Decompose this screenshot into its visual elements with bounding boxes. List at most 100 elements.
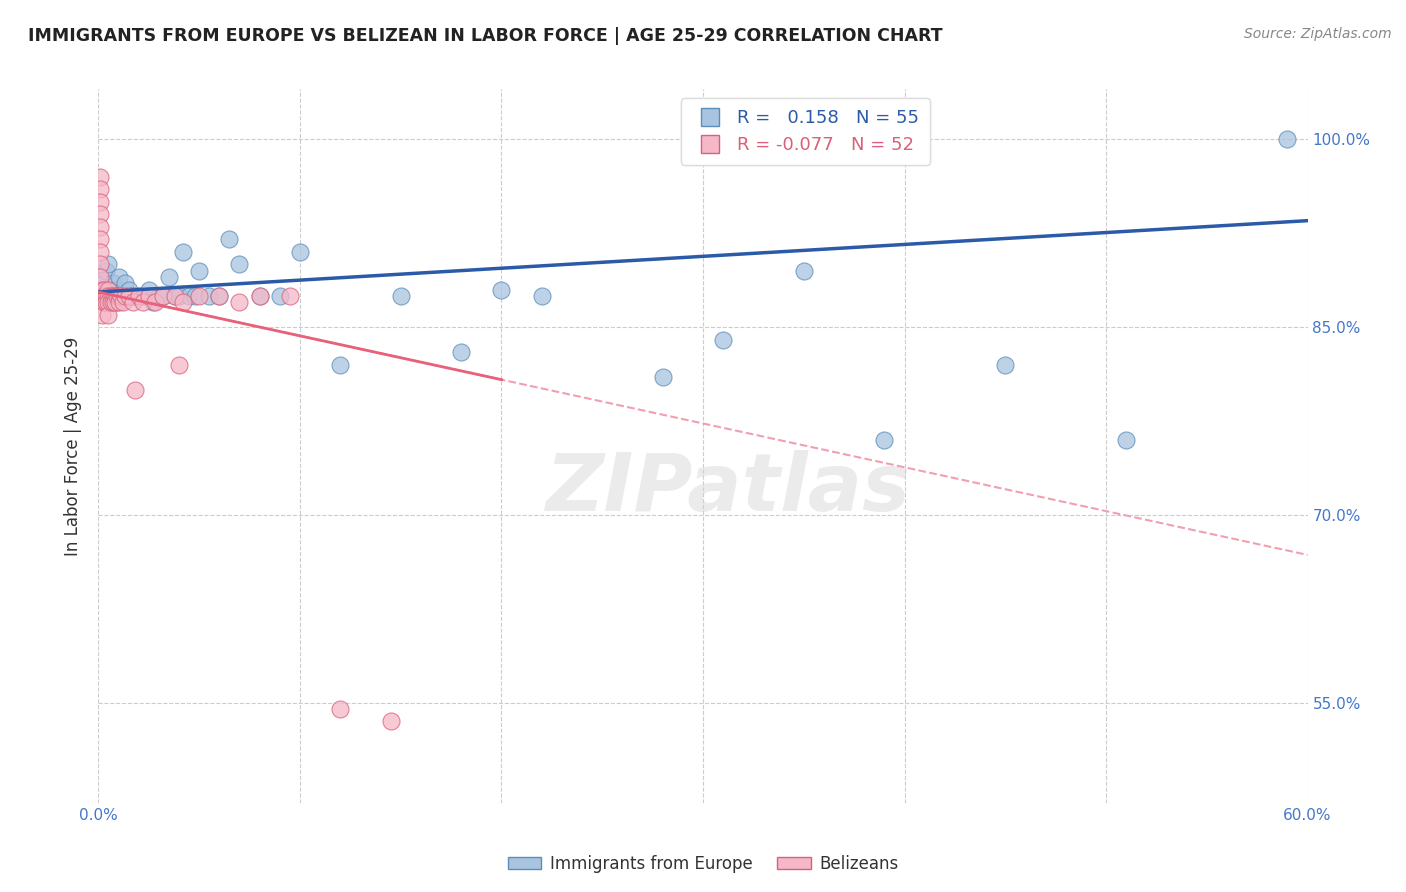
Point bbox=[152, 289, 174, 303]
Point bbox=[530, 289, 553, 303]
Y-axis label: In Labor Force | Age 25-29: In Labor Force | Age 25-29 bbox=[65, 336, 83, 556]
Point bbox=[132, 295, 155, 310]
Point bbox=[107, 289, 129, 303]
Point bbox=[138, 283, 160, 297]
Point bbox=[873, 433, 896, 447]
Point bbox=[96, 289, 118, 303]
Point bbox=[91, 283, 114, 297]
Point bbox=[278, 289, 301, 303]
Point bbox=[103, 283, 125, 297]
Point bbox=[100, 289, 122, 303]
Point bbox=[118, 289, 141, 303]
Point bbox=[107, 270, 129, 285]
Point bbox=[114, 289, 136, 303]
Point bbox=[96, 264, 118, 278]
Point bbox=[142, 295, 165, 310]
Point bbox=[389, 289, 412, 303]
Point bbox=[97, 289, 120, 303]
Point bbox=[105, 289, 128, 303]
Point bbox=[101, 289, 124, 303]
Point bbox=[148, 289, 170, 303]
Point bbox=[89, 169, 111, 184]
Point bbox=[120, 289, 142, 303]
Point bbox=[208, 289, 231, 303]
Point bbox=[105, 289, 128, 303]
Point bbox=[198, 289, 221, 303]
Point bbox=[329, 702, 352, 716]
Text: ZIPatlas: ZIPatlas bbox=[544, 450, 910, 528]
Point bbox=[124, 289, 146, 303]
Point bbox=[110, 289, 132, 303]
Point bbox=[184, 289, 207, 303]
Point bbox=[143, 295, 166, 310]
Legend: Immigrants from Europe, Belizeans: Immigrants from Europe, Belizeans bbox=[501, 848, 905, 880]
Point bbox=[138, 289, 160, 303]
Point bbox=[100, 283, 122, 297]
Text: IMMIGRANTS FROM EUROPE VS BELIZEAN IN LABOR FORCE | AGE 25-29 CORRELATION CHART: IMMIGRANTS FROM EUROPE VS BELIZEAN IN LA… bbox=[28, 27, 943, 45]
Point bbox=[167, 289, 190, 303]
Point bbox=[118, 283, 141, 297]
Point bbox=[100, 295, 122, 310]
Point bbox=[491, 283, 513, 297]
Point bbox=[208, 289, 231, 303]
Point bbox=[994, 358, 1017, 372]
Point bbox=[269, 289, 291, 303]
Point bbox=[450, 345, 472, 359]
Point bbox=[97, 295, 120, 310]
Point bbox=[101, 295, 124, 310]
Point bbox=[228, 257, 250, 271]
Point bbox=[172, 295, 194, 310]
Legend: R =   0.158   N = 55, R = -0.077   N = 52: R = 0.158 N = 55, R = -0.077 N = 52 bbox=[681, 98, 929, 165]
Point bbox=[97, 289, 120, 303]
Point bbox=[93, 277, 115, 291]
Point bbox=[89, 219, 111, 234]
Point bbox=[91, 308, 114, 322]
Point bbox=[163, 289, 186, 303]
Point bbox=[711, 333, 734, 347]
Point bbox=[89, 207, 111, 221]
Point bbox=[124, 383, 146, 397]
Point bbox=[163, 289, 186, 303]
Point bbox=[288, 244, 311, 259]
Text: Source: ZipAtlas.com: Source: ZipAtlas.com bbox=[1244, 27, 1392, 41]
Point bbox=[105, 295, 128, 310]
Point bbox=[93, 283, 115, 297]
Point bbox=[793, 264, 815, 278]
Point bbox=[97, 257, 120, 271]
Point bbox=[103, 295, 125, 310]
Point bbox=[89, 232, 111, 246]
Point bbox=[107, 295, 129, 310]
Point bbox=[121, 295, 143, 310]
Point bbox=[89, 244, 111, 259]
Point bbox=[91, 283, 114, 297]
Point bbox=[249, 289, 271, 303]
Point bbox=[103, 289, 125, 303]
Point bbox=[97, 289, 120, 303]
Point bbox=[97, 283, 120, 297]
Point bbox=[188, 264, 211, 278]
Point bbox=[152, 289, 174, 303]
Point bbox=[103, 289, 125, 303]
Point bbox=[380, 714, 402, 729]
Point bbox=[93, 289, 115, 303]
Point bbox=[128, 289, 150, 303]
Point bbox=[172, 244, 194, 259]
Point bbox=[114, 277, 136, 291]
Point bbox=[188, 289, 211, 303]
Point bbox=[1115, 433, 1137, 447]
Point bbox=[93, 295, 115, 310]
Point bbox=[89, 182, 111, 196]
Point bbox=[101, 289, 124, 303]
Point bbox=[132, 289, 155, 303]
Point bbox=[91, 289, 114, 303]
Point bbox=[249, 289, 271, 303]
Point bbox=[329, 358, 352, 372]
Point bbox=[111, 295, 134, 310]
Point bbox=[121, 289, 143, 303]
Point bbox=[91, 295, 114, 310]
Point bbox=[100, 295, 122, 310]
Point bbox=[89, 194, 111, 209]
Point bbox=[218, 232, 240, 246]
Point bbox=[97, 308, 120, 322]
Point bbox=[167, 358, 190, 372]
